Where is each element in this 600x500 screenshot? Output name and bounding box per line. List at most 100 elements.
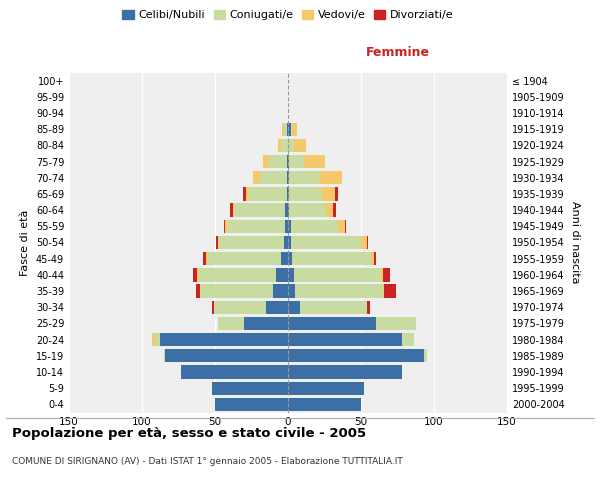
Text: COMUNE DI SIRIGNANO (AV) - Dati ISTAT 1° gennaio 2005 - Elaborazione TUTTITALIA.: COMUNE DI SIRIGNANO (AV) - Dati ISTAT 1°… — [12, 458, 403, 466]
Bar — [160, 333, 288, 346]
Bar — [218, 236, 220, 249]
Bar — [319, 171, 342, 184]
Bar — [263, 155, 269, 168]
Bar — [282, 122, 284, 136]
Bar — [164, 349, 166, 362]
Bar — [291, 122, 292, 136]
Bar — [289, 171, 319, 184]
Bar — [288, 171, 289, 184]
Bar — [199, 268, 277, 281]
Bar — [166, 349, 288, 362]
Bar — [288, 236, 291, 249]
Bar — [367, 236, 368, 249]
Bar — [220, 236, 284, 249]
Bar — [338, 220, 345, 233]
Bar — [288, 300, 299, 314]
Bar — [212, 382, 288, 395]
Bar — [233, 204, 234, 217]
Bar — [224, 220, 225, 233]
Bar — [227, 220, 285, 233]
Bar — [253, 171, 260, 184]
Legend: Celibi/Nubili, Coniugati/e, Vedovi/e, Divorziati/e: Celibi/Nubili, Coniugati/e, Vedovi/e, Di… — [118, 6, 458, 25]
Bar — [424, 349, 427, 362]
Bar — [288, 188, 289, 200]
Bar — [197, 268, 199, 281]
Bar — [287, 155, 288, 168]
Bar — [218, 317, 244, 330]
Bar — [208, 252, 281, 266]
Bar — [288, 284, 295, 298]
Bar — [288, 268, 294, 281]
Y-axis label: Fasce di età: Fasce di età — [20, 210, 30, 276]
Bar — [230, 204, 233, 217]
Bar — [284, 236, 288, 249]
Bar — [196, 284, 200, 298]
Bar — [382, 268, 383, 281]
Bar — [277, 268, 288, 281]
Bar — [284, 122, 287, 136]
Bar — [206, 252, 208, 266]
Bar — [367, 300, 370, 314]
Bar — [371, 252, 374, 266]
Bar — [294, 138, 305, 152]
Bar — [215, 398, 288, 411]
Bar — [287, 171, 288, 184]
Bar — [200, 284, 274, 298]
Bar — [335, 188, 338, 200]
Bar — [260, 171, 287, 184]
Bar — [288, 220, 291, 233]
Bar — [304, 155, 325, 168]
Bar — [295, 284, 383, 298]
Bar — [155, 333, 160, 346]
Bar — [212, 300, 214, 314]
Bar — [402, 333, 413, 346]
Text: Popolazione per età, sesso e stato civile - 2005: Popolazione per età, sesso e stato civil… — [12, 428, 366, 440]
Bar — [333, 204, 336, 217]
Bar — [376, 317, 416, 330]
Y-axis label: Anni di nascita: Anni di nascita — [570, 201, 580, 283]
Bar — [217, 236, 218, 249]
Bar — [292, 122, 297, 136]
Bar — [294, 268, 382, 281]
Bar — [326, 204, 333, 217]
Bar — [287, 122, 288, 136]
Bar — [345, 220, 346, 233]
Bar — [287, 188, 288, 200]
Bar — [288, 204, 289, 217]
Bar — [292, 252, 371, 266]
Bar — [288, 333, 402, 346]
Bar — [225, 220, 227, 233]
Bar — [288, 382, 364, 395]
Bar — [289, 204, 326, 217]
Bar — [266, 300, 288, 314]
Bar — [299, 300, 367, 314]
Bar — [234, 204, 285, 217]
Bar — [322, 188, 335, 200]
Bar — [288, 349, 424, 362]
Bar — [383, 284, 385, 298]
Bar — [288, 317, 376, 330]
Bar — [181, 366, 288, 378]
Bar — [383, 268, 390, 281]
Bar — [289, 155, 304, 168]
Bar — [288, 122, 291, 136]
Bar — [288, 366, 402, 378]
Text: Femmine: Femmine — [365, 46, 430, 59]
Bar — [274, 284, 288, 298]
Bar — [281, 252, 288, 266]
Bar — [291, 220, 338, 233]
Bar — [288, 155, 289, 168]
Bar — [152, 333, 155, 346]
Bar — [244, 317, 288, 330]
Bar — [248, 188, 287, 200]
Bar — [285, 204, 288, 217]
Bar — [291, 236, 361, 249]
Bar — [193, 268, 197, 281]
Bar — [243, 188, 245, 200]
Bar — [288, 252, 292, 266]
Bar — [269, 155, 287, 168]
Bar — [385, 284, 396, 298]
Bar — [288, 398, 361, 411]
Bar — [203, 252, 206, 266]
Bar — [278, 138, 281, 152]
